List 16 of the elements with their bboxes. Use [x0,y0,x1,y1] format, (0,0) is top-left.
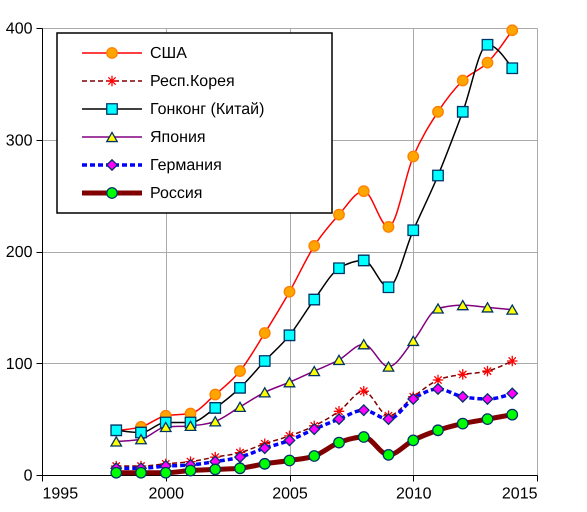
y-tick-label: 200 [6,244,33,261]
y-tick-label: 300 [6,132,33,150]
x-tick-label: 1995 [42,486,78,502]
legend-label: США [150,45,188,62]
x-tick-label: 2000 [148,486,184,502]
x-tick-label: 2010 [396,486,432,502]
x-tick-label: 2015 [502,486,538,502]
y-tick-label: 100 [6,356,33,373]
legend-label: Россия [150,185,202,202]
legend-label: Германия [150,157,222,174]
legend-label: Гонконг (Китай) [150,101,264,118]
y-tick-label: 0 [24,468,33,484]
legend-label: Респ.Корея [150,73,235,90]
x-tick-label: 2005 [272,486,308,502]
y-tick-label: 400 [6,20,33,38]
legend-label: Япония [150,129,206,146]
